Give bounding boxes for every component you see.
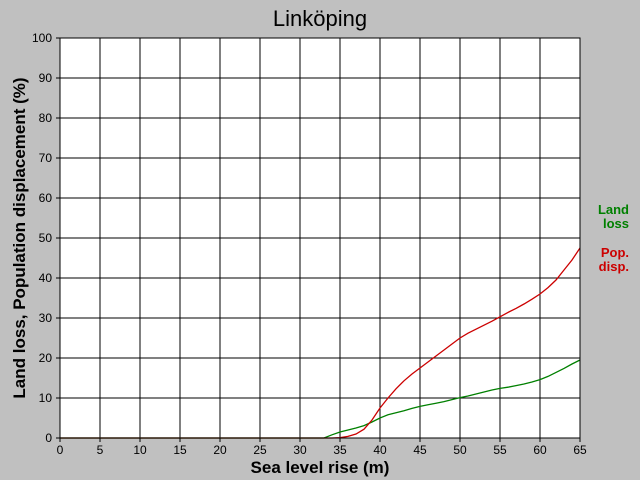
y-tick-label: 20 xyxy=(39,351,53,365)
y-axis-label: Land loss, Population displacement (%) xyxy=(10,77,29,398)
x-tick-label: 0 xyxy=(57,443,64,457)
y-tick-label: 40 xyxy=(39,271,53,285)
legend-entry-land-loss: loss xyxy=(603,216,629,231)
x-tick-label: 65 xyxy=(573,443,587,457)
x-axis-label: Sea level rise (m) xyxy=(251,458,390,477)
y-tick-label: 60 xyxy=(39,191,53,205)
y-tick-label: 30 xyxy=(39,311,53,325)
series-layer xyxy=(60,247,581,439)
x-tick-label: 45 xyxy=(413,443,427,457)
series-line-pop-disp xyxy=(60,247,581,439)
y-tick-label: 50 xyxy=(39,231,53,245)
y-tick-label: 80 xyxy=(39,111,53,125)
legend-entry-pop-disp: Pop. xyxy=(601,245,629,260)
x-tick-label: 55 xyxy=(493,443,507,457)
y-tick-label: 0 xyxy=(45,431,52,445)
x-tick-label: 35 xyxy=(333,443,347,457)
legend-entry-pop-disp: disp. xyxy=(599,259,629,274)
y-tick-label: 100 xyxy=(32,31,52,45)
legend-entry-land-loss: Land xyxy=(598,202,629,217)
x-tick-label: 25 xyxy=(253,443,267,457)
series-line-land-loss xyxy=(60,359,581,439)
x-tick-label: 50 xyxy=(453,443,467,457)
x-tick-label: 10 xyxy=(133,443,147,457)
y-tick-label: 70 xyxy=(39,151,53,165)
x-tick-label: 15 xyxy=(173,443,187,457)
x-tick-labels: 0 5 10 15 20 25 30 35 40 45 50 55 60 65 xyxy=(57,438,587,457)
y-tick-label: 90 xyxy=(39,71,53,85)
y-tick-labels: 0 10 20 30 40 50 60 70 80 90 100 xyxy=(32,31,60,445)
chart-title: Linköping xyxy=(273,6,367,31)
x-tick-label: 60 xyxy=(533,443,547,457)
x-tick-label: 20 xyxy=(213,443,227,457)
x-tick-label: 40 xyxy=(373,443,387,457)
y-tick-label: 10 xyxy=(39,391,53,405)
x-tick-label: 5 xyxy=(97,443,104,457)
x-tick-label: 30 xyxy=(293,443,307,457)
